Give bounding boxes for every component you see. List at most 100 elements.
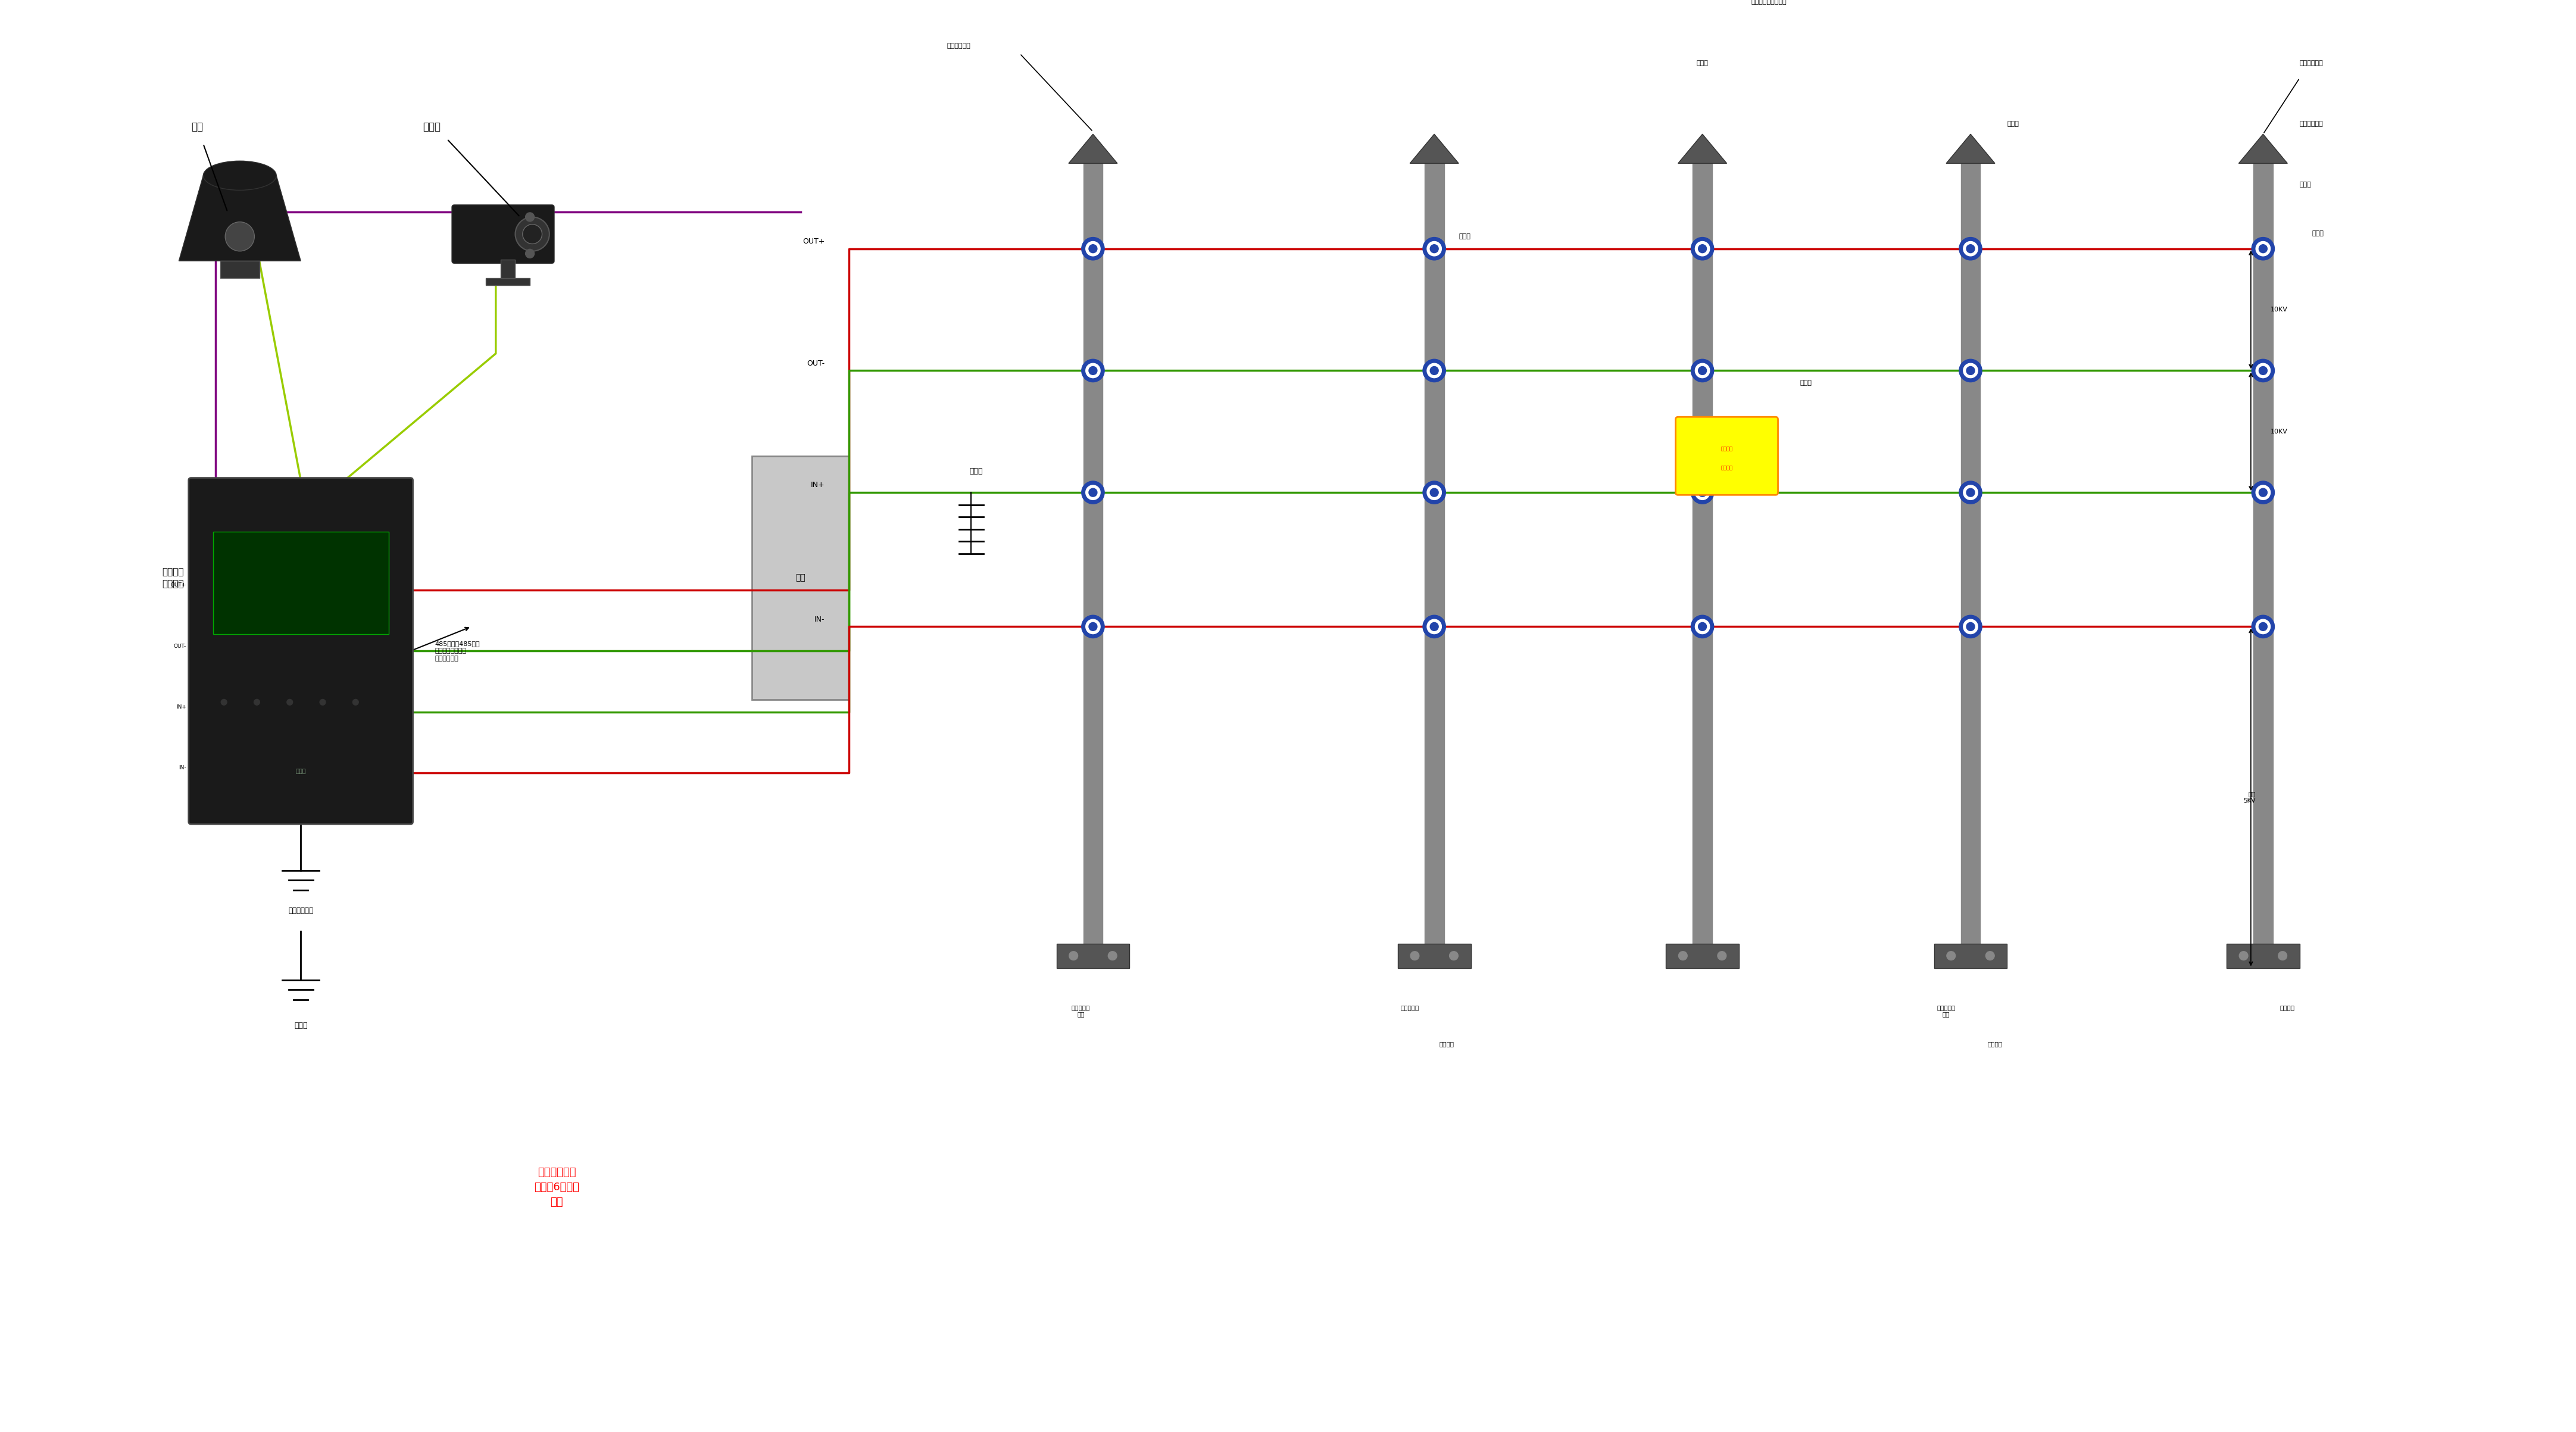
Text: 备注：接地线
统一用6平方的
铜线: 备注：接地线 统一用6平方的 铜线 <box>533 1167 580 1207</box>
Text: 终端杆绝缘子: 终端杆绝缘子 <box>2300 120 2324 127</box>
Circle shape <box>1082 359 1105 382</box>
Circle shape <box>1422 238 1445 261</box>
Circle shape <box>1430 367 1437 375</box>
Text: IN+: IN+ <box>811 481 824 490</box>
Circle shape <box>523 225 541 243</box>
Circle shape <box>1695 620 1710 634</box>
Text: 义凡盾: 义凡盾 <box>296 768 307 773</box>
Text: 警示牌: 警示牌 <box>1801 379 1811 385</box>
Text: 中间杆: 中间杆 <box>1698 60 1708 66</box>
Text: 避雷器: 避雷器 <box>969 468 981 475</box>
Circle shape <box>1963 364 1978 378</box>
Circle shape <box>1695 485 1710 500</box>
Polygon shape <box>1409 135 1458 163</box>
Text: 终端杆: 终端杆 <box>2300 182 2311 188</box>
Bar <box>500 259 515 281</box>
Circle shape <box>1963 620 1978 634</box>
Circle shape <box>224 222 255 251</box>
Circle shape <box>1695 242 1710 256</box>
Bar <box>1935 944 2007 968</box>
Circle shape <box>1718 951 1726 959</box>
Circle shape <box>1412 951 1419 959</box>
Circle shape <box>2259 245 2267 253</box>
Circle shape <box>319 699 325 705</box>
Circle shape <box>2259 488 2267 497</box>
Circle shape <box>1960 238 1981 261</box>
Circle shape <box>2259 623 2267 630</box>
Circle shape <box>286 699 294 705</box>
Circle shape <box>1698 488 1705 497</box>
Circle shape <box>1090 623 1097 630</box>
Text: 10KV: 10KV <box>2269 428 2287 434</box>
Circle shape <box>1690 616 1713 639</box>
Circle shape <box>1427 620 1443 634</box>
Circle shape <box>1450 951 1458 959</box>
Circle shape <box>1965 488 1976 497</box>
Circle shape <box>526 249 536 258</box>
Circle shape <box>1963 485 1978 500</box>
Text: 线线连接器: 线线连接器 <box>1401 1004 1419 1011</box>
Circle shape <box>1695 364 1710 378</box>
Circle shape <box>2257 620 2269 634</box>
Circle shape <box>1965 623 1976 630</box>
Bar <box>1667 944 1739 968</box>
Text: 围墙: 围墙 <box>796 574 806 581</box>
Circle shape <box>1960 359 1981 382</box>
Circle shape <box>1422 359 1445 382</box>
Text: 10KV: 10KV <box>2269 306 2287 312</box>
Bar <box>214 531 389 634</box>
Text: 对地
5KV: 对地 5KV <box>2244 790 2257 803</box>
Text: IN-: IN- <box>814 616 824 623</box>
Circle shape <box>1986 951 1994 959</box>
Text: IN-: IN- <box>178 765 185 770</box>
Circle shape <box>1427 364 1443 378</box>
Polygon shape <box>2239 135 2287 163</box>
Polygon shape <box>1069 135 1118 163</box>
Bar <box>1692 163 1713 944</box>
Circle shape <box>1090 367 1097 375</box>
FancyBboxPatch shape <box>451 205 554 263</box>
Bar <box>487 278 531 285</box>
Text: 承力杆: 承力杆 <box>2007 120 2020 127</box>
Bar <box>1399 944 1471 968</box>
Circle shape <box>222 699 227 705</box>
Circle shape <box>2257 364 2269 378</box>
Text: 高压线: 高压线 <box>2311 231 2324 236</box>
Circle shape <box>2251 359 2275 382</box>
Polygon shape <box>1677 135 1726 163</box>
Circle shape <box>2257 242 2269 256</box>
Bar <box>1084 163 1103 944</box>
Text: 脉冲电子
围栏主机: 脉冲电子 围栏主机 <box>162 567 183 589</box>
FancyBboxPatch shape <box>188 478 412 823</box>
Circle shape <box>1082 481 1105 504</box>
Polygon shape <box>178 176 301 261</box>
Circle shape <box>353 699 358 705</box>
Circle shape <box>1084 242 1100 256</box>
Circle shape <box>1690 238 1713 261</box>
Text: 万向底座: 万向底座 <box>1440 1041 1453 1047</box>
Circle shape <box>1084 620 1100 634</box>
FancyBboxPatch shape <box>1674 417 1777 495</box>
Circle shape <box>2239 951 2249 959</box>
Text: 强电避雷接地: 强电避雷接地 <box>289 906 314 915</box>
Circle shape <box>1422 616 1445 639</box>
Text: 高压地: 高压地 <box>294 1021 307 1030</box>
Polygon shape <box>1947 135 1994 163</box>
Circle shape <box>1090 488 1097 497</box>
Circle shape <box>1690 481 1713 504</box>
Text: 终端杆固定
螺丝: 终端杆固定 螺丝 <box>1072 1004 1090 1017</box>
Text: 终端杆防雨帽: 终端杆防雨帽 <box>2300 60 2324 66</box>
Bar <box>1056 944 1128 968</box>
Circle shape <box>1698 623 1705 630</box>
Text: OUT-: OUT- <box>173 643 185 649</box>
Circle shape <box>1965 367 1976 375</box>
Circle shape <box>2251 481 2275 504</box>
Text: 螺栓型中间杆绝缘子: 螺栓型中间杆绝缘子 <box>1752 0 1788 4</box>
Text: OUT+: OUT+ <box>804 238 824 245</box>
Text: 485接地与485总线
的屏蔽线接一起，
统一单点接地: 485接地与485总线 的屏蔽线接一起， 统一单点接地 <box>435 640 479 662</box>
Text: 承立杆防雨帽: 承立杆防雨帽 <box>948 43 971 49</box>
Text: IN+: IN+ <box>175 705 185 710</box>
Bar <box>1960 163 1981 944</box>
Text: OUT+: OUT+ <box>170 583 185 589</box>
Circle shape <box>2277 951 2287 959</box>
